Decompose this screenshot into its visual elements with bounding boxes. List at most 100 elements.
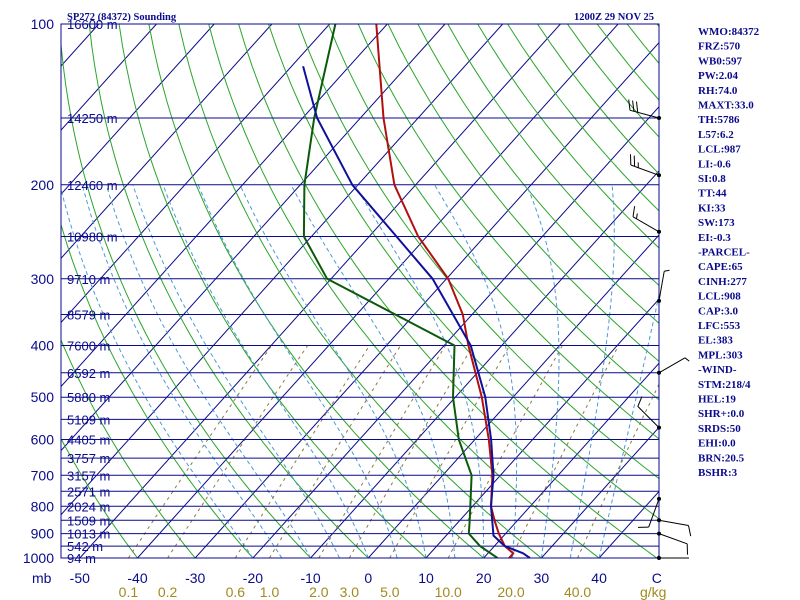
isotherm-line [61, 24, 157, 131]
dewpoint-profile [302, 24, 499, 558]
wind-barb [637, 496, 661, 528]
mixing-ratio-axis: 0.1 0.2 0.6 1.0 2.0 3.0 5.0 10.0 20.0 40.0 g/kg [119, 584, 667, 600]
temperature-tick-label: 10 [418, 570, 434, 586]
isotherm-line [194, 41, 659, 558]
height-label: 542 m [67, 539, 103, 554]
dry-adiabat-line [357, 24, 659, 401]
moist-adiabat-line [525, 184, 560, 558]
isotherm-line [61, 24, 273, 260]
dry-adiabat-line [208, 24, 600, 558]
dry-adiabat-line [777, 24, 800, 569]
moist-adiabat-line [290, 184, 456, 558]
index-item: -PARCEL- [698, 247, 750, 259]
index-item: STM:218/4 [698, 379, 751, 391]
height-label: 3157 m [67, 468, 110, 483]
index-item: TH:5786 [698, 114, 740, 126]
dry-adiabat-line [537, 24, 659, 175]
moist-adiabat-line [239, 184, 427, 558]
index-item: WB0:597 [698, 55, 743, 67]
mixing-ratio-tick-label: 10.0 [435, 584, 462, 600]
height-label: 12460 m [67, 178, 118, 193]
index-item: -WIND- [698, 364, 737, 376]
temperature-tick-label: 0 [364, 570, 372, 586]
wind-barb [657, 357, 690, 375]
moist-adiabat-line [162, 184, 369, 558]
mixing-ratio-line [167, 345, 309, 558]
mixing-ratio-line [269, 345, 402, 558]
temperature-tick-label: 40 [591, 570, 607, 586]
parcel-profile [302, 66, 531, 558]
height-label: 2571 m [67, 484, 110, 499]
dry-adiabat-line [148, 24, 485, 558]
pressure-tick-label: 600 [31, 432, 55, 448]
mixing-ratio-tick-label: 40.0 [564, 584, 591, 600]
isotherm-line [425, 298, 659, 558]
height-label: 5880 m [67, 390, 110, 405]
height-labels: 16600 m 14250 m 12460 m 10980 m 9710 m 8579 m… [67, 17, 118, 566]
height-label: 2024 m [67, 499, 110, 514]
index-item: CAP:3.0 [698, 305, 739, 317]
plot-frame [60, 23, 660, 559]
pressure-tick-label: 1000 [23, 550, 54, 566]
dry-adiabat-lines [61, 24, 800, 569]
index-item: MAXT:33.0 [698, 100, 754, 112]
temperature-tick-label: -40 [127, 570, 147, 586]
moist-adiabat-line [132, 184, 340, 558]
height-label: 16600 m [67, 17, 118, 32]
index-item: SHR+:0.0 [698, 408, 745, 420]
dry-adiabat-line [178, 24, 543, 558]
dry-adiabat-line [747, 24, 800, 569]
pressure-tick-label: 300 [31, 271, 55, 287]
height-label: 94 m [67, 551, 96, 566]
height-label: 1013 m [67, 527, 110, 542]
isotherm-line [483, 362, 659, 558]
mixing-ratio-tick-label: 2.0 [309, 584, 329, 600]
mixing-ratio-lines [127, 345, 659, 558]
height-label: 4405 m [67, 433, 110, 448]
wind-barb [637, 396, 661, 430]
dry-adiabat-line [61, 437, 139, 558]
isotherm-line [541, 426, 659, 558]
index-item: EI:-0.3 [698, 232, 731, 244]
wind-barb [630, 154, 661, 178]
stability-indices-panel: WMO:84372 FRZ:570 WB0:597 PW:2.04 RH:74.0 MAX… [698, 26, 760, 479]
height-label: 1509 m [67, 513, 110, 528]
index-item: CAPE:65 [698, 261, 743, 273]
pressure-tick-label: 400 [31, 338, 55, 354]
mixing-ratio-tick-label: 20.0 [497, 584, 524, 600]
dry-adiabat-line [61, 38, 312, 558]
wind-barb [657, 531, 688, 555]
wind-barbs [628, 99, 692, 560]
dry-adiabat-line [268, 24, 659, 520]
height-label: 6592 m [67, 366, 110, 381]
isotherm-line [367, 234, 659, 558]
isotherm-line [61, 24, 446, 452]
index-item: RH:74.0 [698, 85, 738, 97]
mixing-ratio-tick-label: 1.0 [260, 584, 280, 600]
height-label: 9710 m [67, 272, 110, 287]
temperature-axis: -50 -40 -30 -20 -10 0 10 20 30 40 C [70, 570, 662, 586]
mixing-ratio-tick-label: 0.2 [158, 584, 178, 600]
index-item: BSHR:3 [698, 467, 738, 479]
chart-datetime: 1200Z 29 NOV 25 [574, 12, 654, 23]
index-item: HEL:19 [698, 394, 736, 406]
dry-adiabat-line [507, 24, 659, 212]
dry-adiabat-line [327, 24, 659, 440]
index-item: PW:2.04 [698, 70, 739, 82]
wind-barb [657, 269, 670, 303]
dry-adiabat-line [88, 24, 370, 558]
wind-barb [657, 518, 692, 537]
chart-title: SP272 (84372) Sounding [67, 12, 177, 23]
pressure-axis: 100 200 300 400 500 600 700 800 900 1000 mb [23, 16, 54, 586]
dry-adiabat-line [297, 24, 659, 480]
temperature-tick-label: -10 [300, 570, 320, 586]
height-label: 7600 m [67, 339, 110, 354]
height-label: 14250 m [67, 111, 118, 126]
mixing-ratio-line [234, 345, 370, 558]
index-item: KI:33 [698, 202, 726, 214]
mixing-ratio-tick-label: 3.0 [340, 584, 360, 600]
wind-barb [628, 99, 661, 120]
moist-adiabat-lines [61, 184, 659, 558]
pressure-tick-label: 200 [31, 177, 55, 193]
mixing-ratio-tick-label: 0.1 [119, 584, 139, 600]
